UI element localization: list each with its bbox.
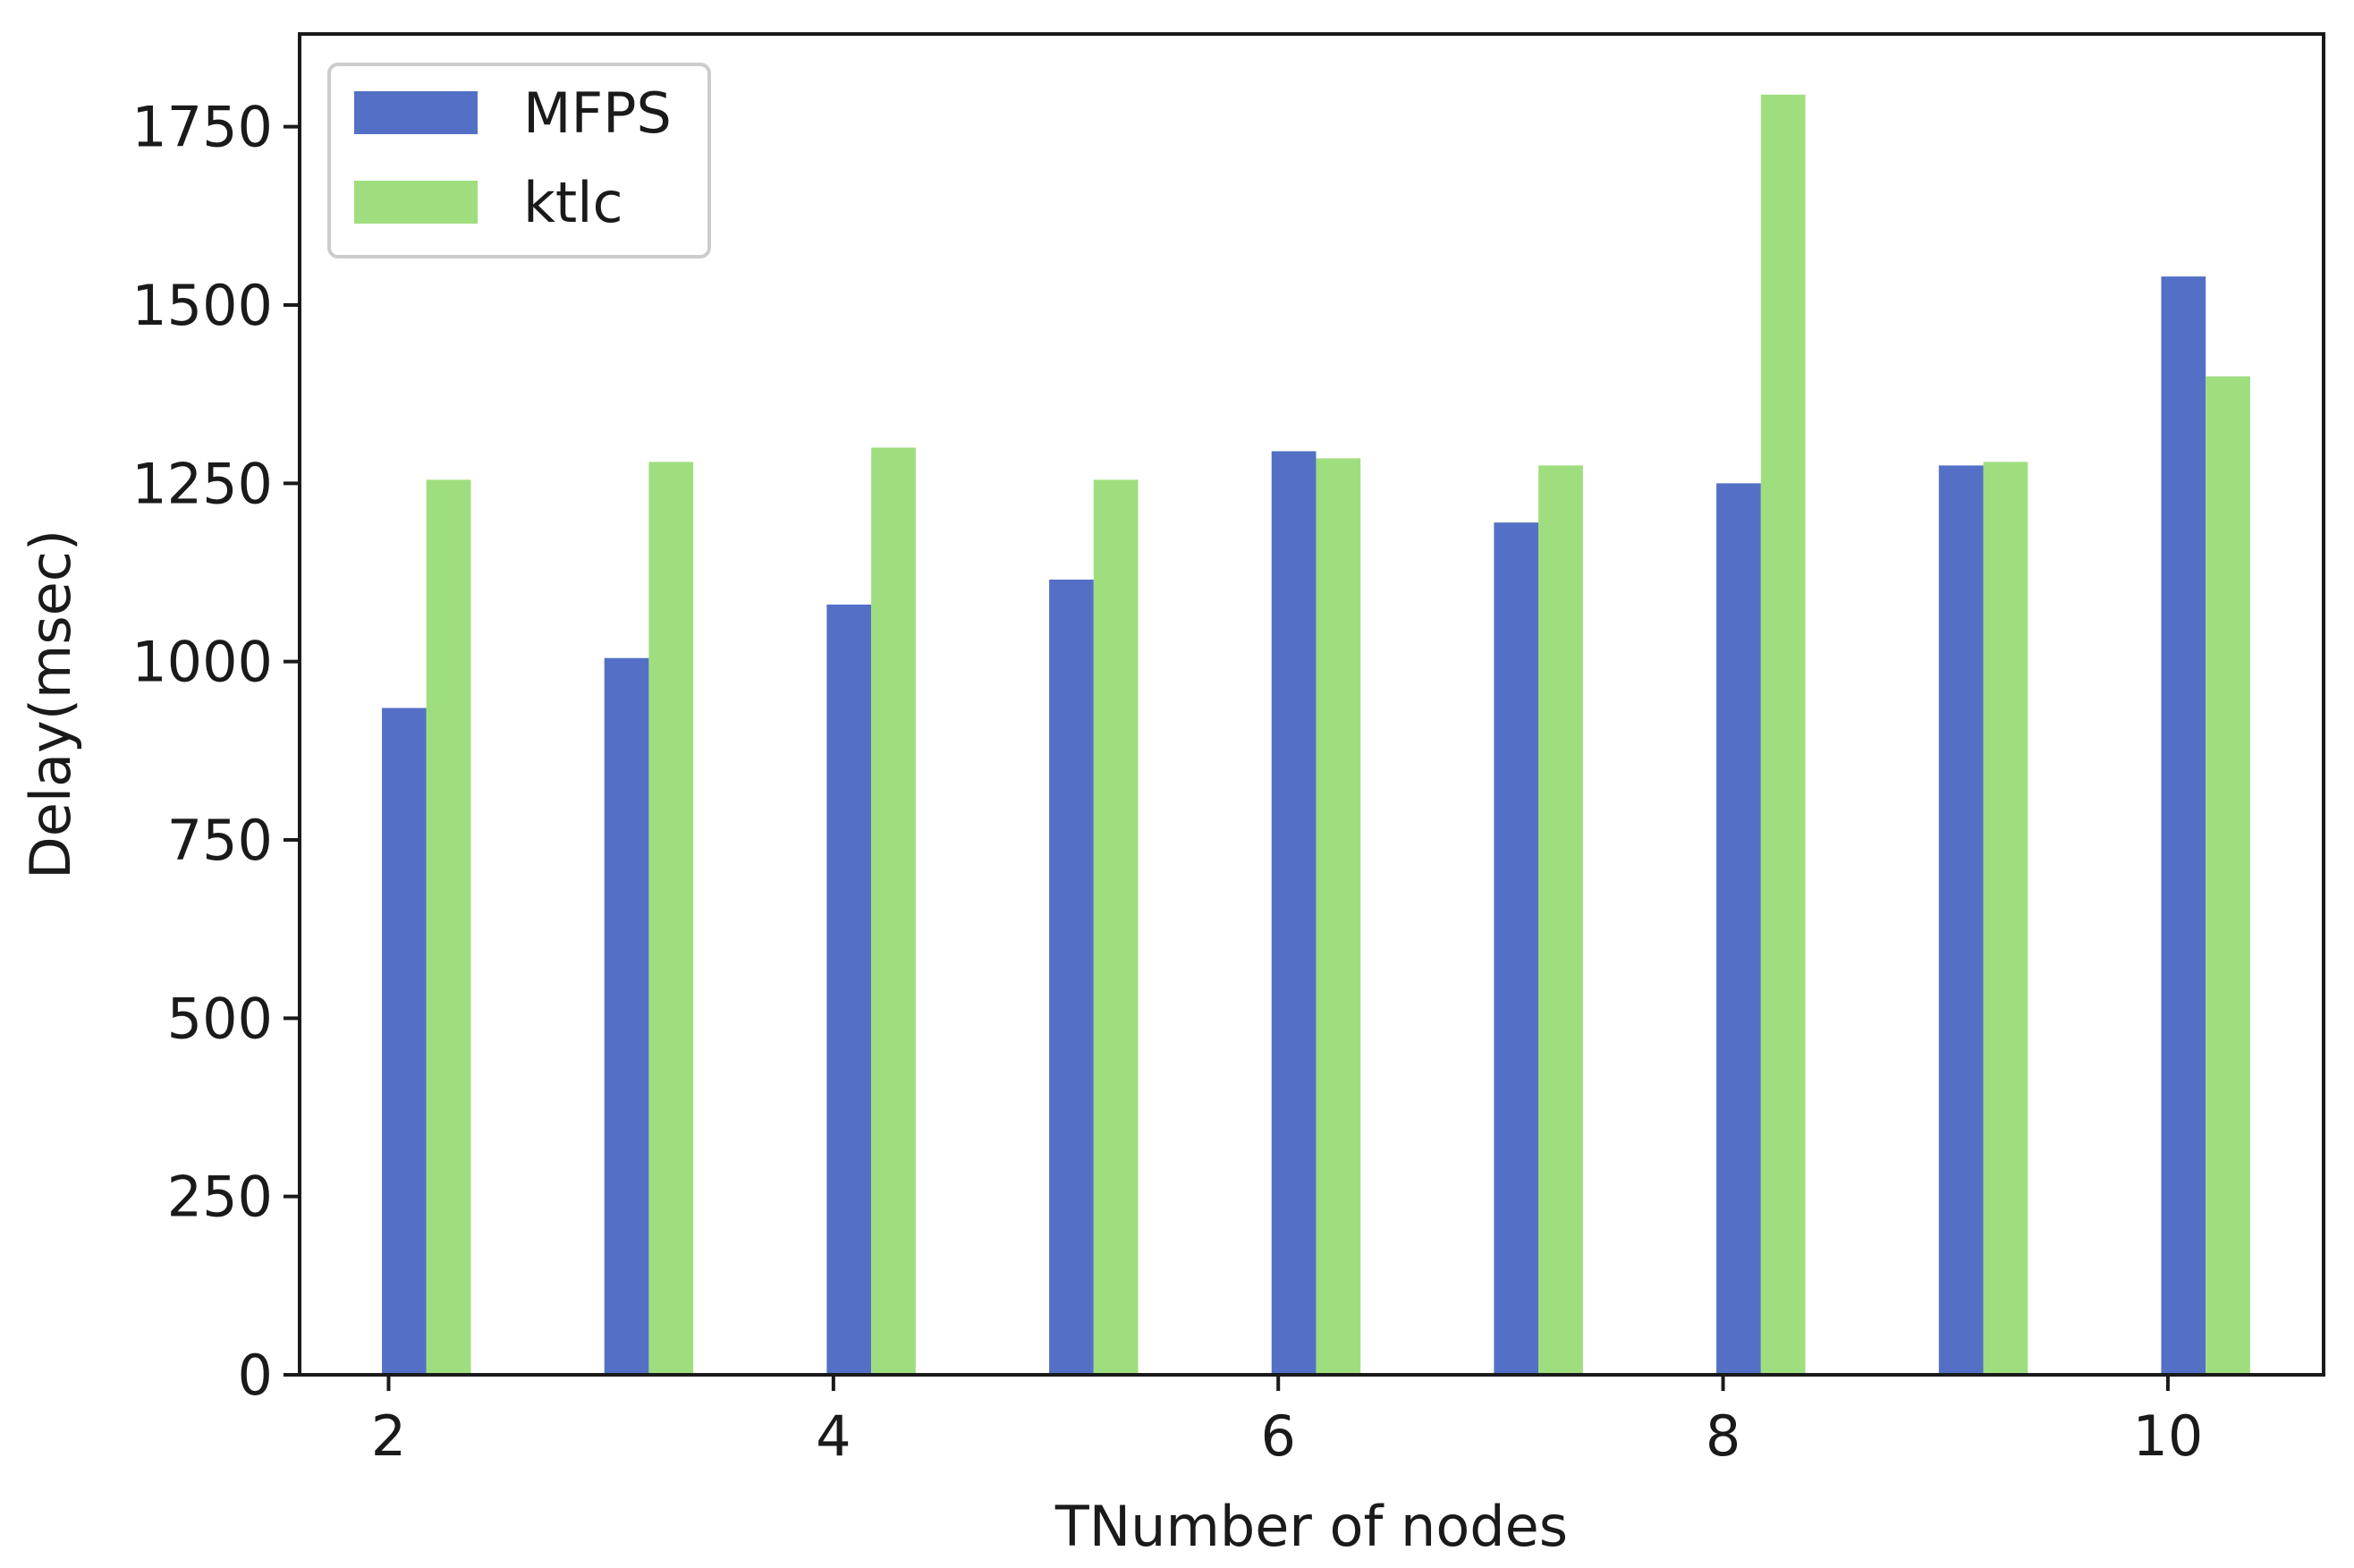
y-tick-label: 1000: [131, 630, 273, 695]
plot-frame: [298, 32, 2325, 1377]
bars-group: [382, 94, 2250, 1376]
x-tick-label: 10: [2132, 1403, 2203, 1469]
bar-mfps-3: [604, 657, 649, 1375]
bar-ktlc-9: [1983, 462, 2028, 1375]
bar-ktlc-5: [1093, 479, 1139, 1375]
legend: MFPS ktlc: [327, 63, 711, 259]
bar-ktlc-3: [648, 462, 694, 1375]
x-tick-label: 6: [1260, 1403, 1295, 1469]
y-tick-label: 250: [167, 1165, 273, 1230]
bar-mfps-9: [1938, 465, 1984, 1375]
x-tick-label: 8: [1706, 1403, 1740, 1469]
x-tick-label: 2: [371, 1403, 406, 1469]
legend-swatch-ktlc: [354, 181, 478, 224]
bar-ktlc-10: [2206, 376, 2250, 1376]
legend-swatch-mfps: [354, 91, 478, 134]
x-tick-label: 4: [816, 1403, 851, 1469]
legend-label-ktlc: ktlc: [523, 170, 623, 235]
legend-label-mfps: MFPS: [523, 81, 672, 146]
bar-mfps-7: [1494, 522, 1539, 1375]
y-tick-label: 500: [167, 986, 273, 1051]
bar-ktlc-8: [1760, 94, 1806, 1376]
y-axis-label: Delay(msec): [18, 530, 83, 879]
bar-ktlc-7: [1538, 465, 1583, 1375]
bar-mfps-6: [1271, 451, 1317, 1376]
y-tick-label: 1750: [131, 95, 273, 160]
x-axis: 2 4 6 8 10: [371, 1375, 2203, 1469]
x-axis-label: TNumber of nodes: [1054, 1494, 1568, 1559]
bar-mfps-8: [1716, 483, 1761, 1375]
bar-ktlc-2: [426, 479, 471, 1375]
y-tick-label: 750: [167, 808, 273, 873]
y-tick-label: 1250: [131, 451, 273, 516]
bar-mfps-10: [2161, 276, 2206, 1376]
y-tick-label: 1500: [131, 273, 273, 338]
bar-ktlc-6: [1316, 458, 1361, 1376]
bar-mfps-4: [826, 604, 872, 1375]
y-tick-label: 0: [238, 1343, 273, 1408]
bar-mfps-2: [382, 708, 427, 1375]
y-axis: 0 250 500 750 1000 1250 1500 1750: [131, 95, 300, 1408]
bar-mfps-5: [1049, 579, 1094, 1375]
bar-ktlc-4: [871, 447, 916, 1375]
